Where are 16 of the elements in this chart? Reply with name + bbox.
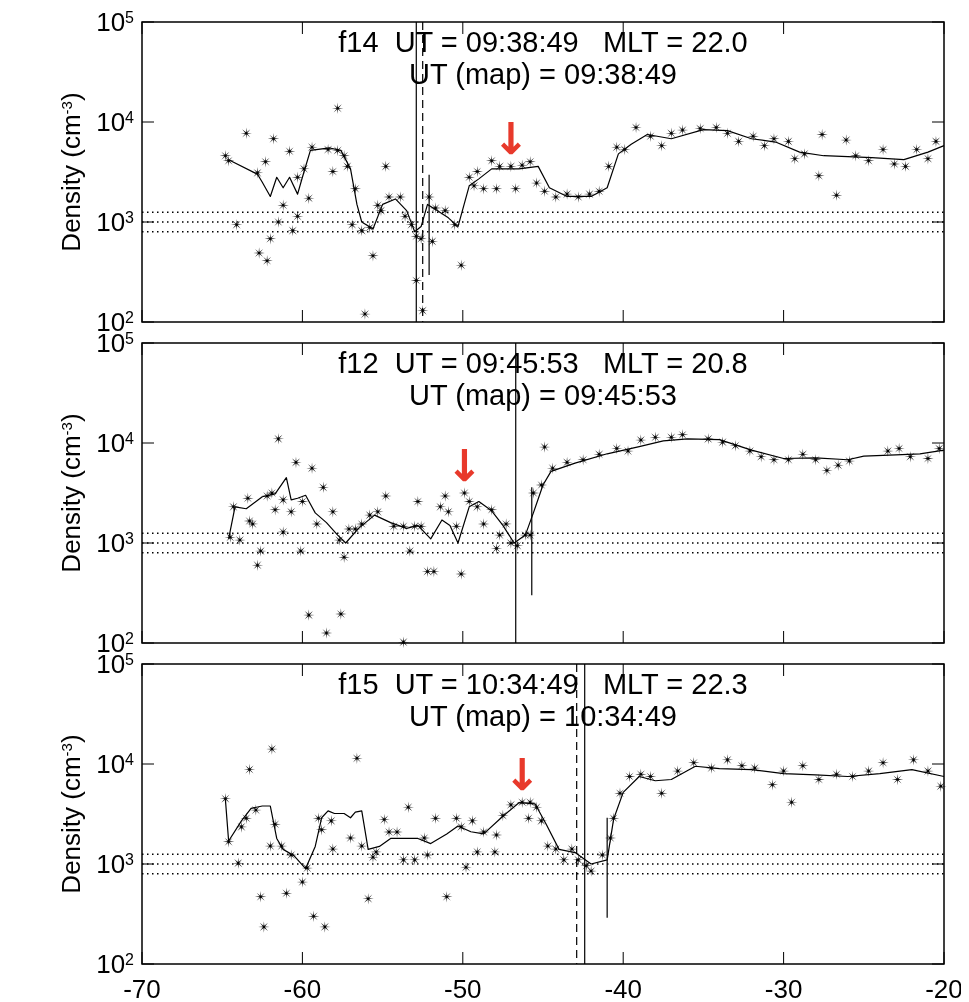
x-tick-label: -50 <box>444 974 482 1002</box>
y-tick-label: 10$^{4}$ <box>96 428 135 458</box>
x-tick-label: -20 <box>925 974 963 1002</box>
x-tick-label: -40 <box>604 974 642 1002</box>
y-tick-label: 10$^{3}$ <box>96 528 135 558</box>
y-tick-label: 10$^{4}$ <box>96 749 135 779</box>
x-tick-label: -60 <box>283 974 322 1002</box>
annotation: ↓ <box>503 749 541 801</box>
y-tick-label: 10$^{4}$ <box>96 107 135 137</box>
annotation: ↓ <box>492 113 530 165</box>
annotation: ↓ <box>445 440 483 492</box>
x-tick-label: -30 <box>764 974 803 1002</box>
y-tick-label: 10$^{3}$ <box>96 849 135 879</box>
y-tick-label: 10$^{3}$ <box>96 207 135 237</box>
y-tick-label: 10$^{5}$ <box>96 7 135 37</box>
chart-title: f15 UT = 10:34:49 MLT = 22.3 <box>338 668 748 700</box>
